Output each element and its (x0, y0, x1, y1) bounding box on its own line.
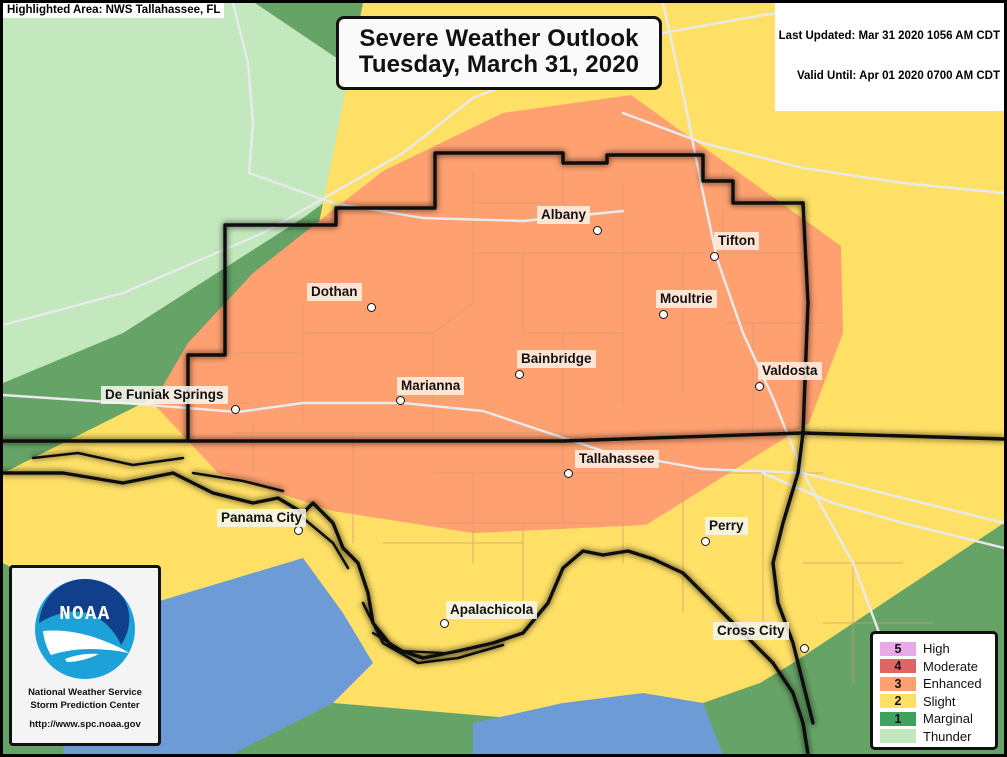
legend-label-high: High (923, 641, 950, 657)
legend-swatch-moderate: 4 (880, 659, 916, 674)
timestamp-block: Last Updated: Mar 31 2020 1056 AM CDT Va… (774, 3, 1004, 111)
city-dot-cross-city[interactable] (800, 644, 809, 653)
city-dot-panama-city[interactable] (294, 526, 303, 535)
city-label-albany: Albany (537, 206, 591, 224)
legend-swatch-thunder (880, 729, 916, 744)
city-label-apalachicola: Apalachicola (446, 601, 538, 619)
city-label-de-funiak-springs: De Funiak Springs (101, 386, 228, 404)
city-dot-marianna[interactable] (396, 396, 405, 405)
risk-area-enhanced (153, 95, 843, 533)
legend-row-moderate: 4 Moderate (880, 658, 988, 676)
highlighted-area-label: Highlighted Area: NWS Tallahassee, FL (3, 3, 225, 19)
legend-label-slight: Slight (923, 693, 956, 709)
city-dot-perry[interactable] (701, 537, 710, 546)
city-label-tallahassee: Tallahassee (575, 450, 659, 468)
valid-until-text: Valid Until: Apr 01 2020 0700 AM CDT (796, 70, 1000, 83)
legend-label-enhanced: Enhanced (923, 676, 982, 692)
city-label-panama-city: Panama City (217, 509, 307, 527)
county-boundaries (153, 163, 933, 683)
city-label-valdosta: Valdosta (758, 362, 822, 380)
state-boundaries (3, 151, 1004, 754)
city-label-cross-city: Cross City (713, 622, 789, 640)
city-label-dothan: Dothan (307, 283, 362, 301)
legend-row-enhanced: 3 Enhanced (880, 675, 988, 693)
city-dot-de-funiak-springs[interactable] (231, 405, 240, 414)
title-line-1: Severe Weather Outlook (359, 25, 639, 52)
noaa-logo-panel: NOAA National Weather Service Storm Pred… (9, 565, 161, 746)
agency-line-2: Storm Prediction Center (30, 699, 140, 711)
title-box: Severe Weather Outlook Tuesday, March 31… (336, 16, 662, 90)
legend-rank-enhanced: 3 (894, 676, 902, 691)
legend-rank-marginal: 1 (894, 711, 902, 726)
city-dot-moultrie[interactable] (659, 310, 668, 319)
spc-url[interactable]: http://www.spc.noaa.gov (29, 718, 141, 730)
city-dot-tallahassee[interactable] (564, 469, 573, 478)
city-label-moultrie: Moultrie (656, 290, 717, 308)
noaa-logo-text: NOAA (59, 603, 111, 625)
city-dot-tifton[interactable] (710, 252, 719, 261)
agency-line-1: National Weather Service (28, 687, 142, 698)
legend-swatch-high: 5 (880, 641, 916, 656)
legend-swatch-enhanced: 3 (880, 676, 916, 691)
legend-label-moderate: Moderate (923, 658, 978, 674)
legend-label-marginal: Marginal (923, 711, 973, 727)
apalachee-bay-water (473, 693, 723, 754)
city-dot-valdosta[interactable] (755, 382, 764, 391)
last-updated-text: Last Updated: Mar 31 2020 1056 AM CDT (778, 30, 1000, 43)
legend-rank-slight: 2 (894, 694, 902, 708)
title-line-2: Tuesday, March 31, 2020 (358, 50, 640, 78)
city-label-tifton: Tifton (714, 232, 760, 250)
legend-row-thunder: Thunder (880, 728, 988, 746)
legend-row-high: 5 High (880, 640, 988, 658)
city-dot-apalachicola[interactable] (440, 619, 449, 628)
legend-rank-high: 5 (894, 641, 902, 656)
city-label-bainbridge: Bainbridge (517, 350, 596, 368)
city-dot-dothan[interactable] (367, 303, 376, 312)
legend-rank-moderate: 4 (894, 659, 902, 673)
legend-swatch-slight: 2 (880, 694, 916, 709)
legend-label-thunder: Thunder (923, 728, 972, 744)
legend-row-marginal: 1 Marginal (880, 710, 988, 728)
city-label-perry: Perry (705, 517, 748, 535)
legend-row-slight: 2 Slight (880, 693, 988, 711)
risk-legend: 5 High 4 Moderate 3 Enhanced 2 Slight 1 Marginal T… (870, 631, 998, 750)
legend-swatch-marginal: 1 (880, 711, 916, 726)
city-dot-albany[interactable] (593, 226, 602, 235)
noaa-logo: NOAA (29, 573, 141, 685)
city-label-marianna: Marianna (397, 377, 465, 395)
city-dot-bainbridge[interactable] (515, 370, 524, 379)
